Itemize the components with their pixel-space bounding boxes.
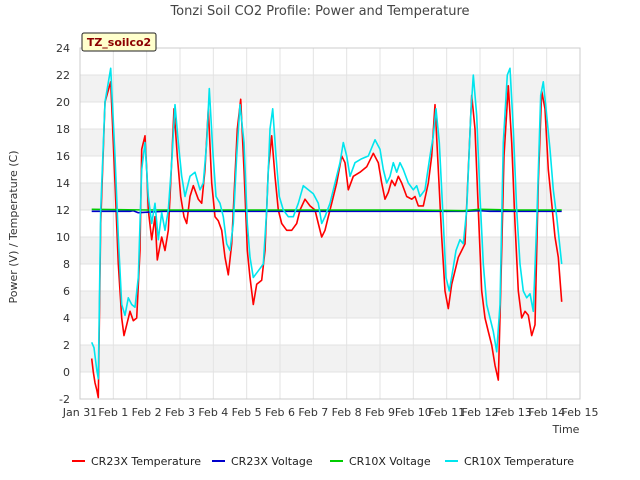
x-tick-label: Feb 4 [198,406,228,419]
y-tick-label: 20 [56,96,70,109]
legend-item-cr23x-temperature: CR23X Temperature [72,455,201,468]
y-tick-label: 12 [56,204,70,217]
y-tick-label: 16 [56,150,70,163]
legend-label: CR23X Voltage [231,455,313,468]
y-tick-label: 14 [56,177,70,190]
x-tick-label: Feb 9 [365,406,395,419]
y-tick-label: 10 [56,231,70,244]
band [80,129,580,156]
x-axis-label: Time [552,423,580,436]
legend-item-cr10x-temperature: CR10X Temperature [445,455,574,468]
x-tick-label: Feb 15 [562,406,599,419]
y-tick-label: 0 [63,366,70,379]
x-tick-label: Feb 11 [428,406,465,419]
x-tick-label: Feb 1 [98,406,128,419]
station-badge-label: TZ_soilco2 [87,36,151,49]
x-tick-label: Feb 8 [332,406,362,419]
y-tick-label: 6 [63,285,70,298]
x-tick-label: Feb 6 [265,406,295,419]
series-line-cr10x-temperature [90,67,563,380]
x-tick-label: Feb 12 [462,406,499,419]
band [80,237,580,264]
y-tick-label: 18 [56,123,70,136]
y-tick-label: 8 [63,258,70,271]
y-tick-label: -2 [59,393,70,406]
x-tick-label: Feb 13 [495,406,532,419]
y-axis-label: Power (V) / Temperature (C) [7,150,20,303]
station-badge: TZ_soilco2 [81,32,157,52]
legend-label: CR10X Voltage [349,455,431,468]
x-tick-label: Feb 5 [232,406,262,419]
x-tick-label: Feb 2 [132,406,162,419]
series-line-cr10x-voltage [91,208,562,212]
y-tick-label: 4 [63,312,70,325]
x-tick-labels: Jan 31 Feb 1 Feb 2 Feb 3 Feb 4 Feb 5 Feb 6 Feb … [62,406,599,419]
legend: CR23X Temperature CR23X Voltage CR10X Volt… [72,455,574,468]
plot-bands [80,75,580,372]
grid-lines [79,47,581,400]
x-tick-label: Feb 14 [528,406,565,419]
legend-item-cr10x-voltage: CR10X Voltage [330,455,431,468]
band [80,291,580,318]
band [80,75,580,102]
legend-label: CR23X Temperature [91,455,201,468]
band [80,345,580,372]
chart-title: Tonzi Soil CO2 Profile: Power and Temper… [169,4,469,19]
x-tick-label: Jan 31 [62,406,97,419]
series-lines [90,67,563,399]
series-line-cr23x-voltage [91,209,562,214]
x-tick-label: Feb 10 [395,406,432,419]
legend-label: CR10X Temperature [464,455,574,468]
y-tick-label: 22 [56,69,70,82]
y-tick-label: 2 [63,339,70,352]
y-tick-label: 24 [56,42,70,55]
x-tick-label: Feb 7 [298,406,328,419]
plot-frame [79,47,581,400]
legend-item-cr23x-voltage: CR23X Voltage [212,455,313,468]
x-tick-label: Feb 3 [165,406,195,419]
